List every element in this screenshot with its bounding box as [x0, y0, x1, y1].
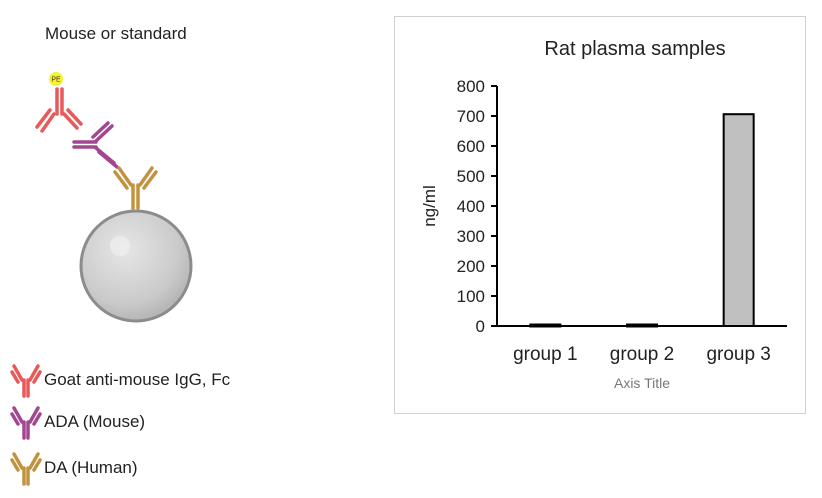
legend-label: ADA (Mouse) [44, 412, 146, 431]
y-tick-label: 100 [457, 287, 485, 306]
y-tick-label: 0 [476, 317, 485, 336]
ada-mouse-antibody-icon [72, 121, 119, 169]
y-axis: 0 100 200 300 400 500 600 700 800 [457, 77, 497, 336]
pe-tag-label: PE [51, 77, 61, 84]
bead-icon [79, 209, 193, 323]
goat-anti-mouse-legend-icon [10, 364, 42, 398]
diagram-title: Mouse or standard [45, 24, 187, 43]
goat-anti-mouse-antibody-icon [35, 87, 83, 133]
bar-group-3 [722, 113, 755, 327]
x-tick-label: group 1 [513, 344, 577, 365]
y-tick-label: 600 [457, 137, 485, 156]
legend-item-da-human: DA (Human) [10, 450, 138, 486]
chart-title: Rat plasma samples [544, 38, 725, 60]
bars-group [529, 113, 755, 328]
da-human-antibody-icon [113, 166, 158, 210]
legend-item-goat-anti-mouse: Goat anti-mouse IgG, Fc [10, 362, 230, 398]
y-tick-label: 700 [457, 107, 485, 126]
legend-label: Goat anti-mouse IgG, Fc [44, 370, 231, 389]
chart-canvas: Rat plasma samples 0 100 200 300 400 500 600 70… [420, 38, 787, 391]
da-human-legend-icon [10, 452, 42, 486]
y-tick-label: 300 [457, 227, 485, 246]
legend-item-ada-mouse: ADA (Mouse) [10, 404, 145, 440]
legend-label: DA (Human) [44, 458, 138, 477]
x-axis-label: Axis Title [614, 375, 670, 391]
ada-mouse-legend-icon [10, 406, 42, 440]
y-tick-label: 200 [457, 257, 485, 276]
y-tick-label: 500 [457, 167, 485, 186]
y-tick-label: 800 [457, 77, 485, 96]
x-axis: group 1 group 2 group 3 [513, 344, 771, 365]
bar-chart: Rat plasma samples 0 100 200 300 400 500 600 70… [394, 16, 806, 414]
y-axis-label: ng/ml [420, 185, 439, 227]
pe-tag-icon [49, 72, 63, 86]
x-tick-label: group 2 [610, 344, 674, 365]
assay-diagram: PE [35, 72, 193, 323]
x-tick-label: group 3 [706, 344, 770, 365]
y-tick-label: 400 [457, 197, 485, 216]
